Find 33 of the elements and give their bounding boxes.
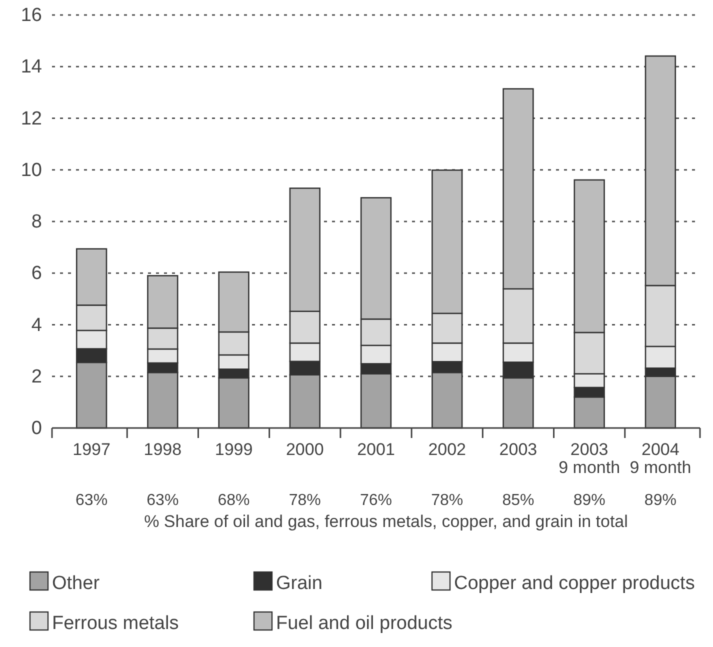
x-tick-label: 2003 9 month: [558, 440, 620, 477]
text: 78%: [288, 492, 321, 509]
text: 78%: [431, 492, 464, 509]
y-tick-label: 4: [31, 314, 42, 336]
x-tick-label: 2001: [357, 440, 395, 459]
legend-label: Ferrous metals: [52, 613, 179, 634]
text: 89%: [644, 492, 676, 509]
text: % Share of oil and gas, ferrous metals, copper, and grain in total: [144, 512, 628, 531]
y-tick-label: 10: [20, 160, 42, 181]
x-tick-label: 2002: [428, 440, 466, 459]
x-tick-label: 2003: [499, 440, 538, 459]
legend-label: Copper and copper products: [454, 573, 695, 594]
y-tick-label: 14: [20, 56, 42, 78]
y-tick-label: 16: [20, 5, 42, 26]
legend-label: Fuel and oil products: [276, 613, 452, 634]
text: 76%: [360, 492, 392, 509]
y-tick-label: 8: [31, 212, 42, 233]
y-tick-label: 0: [31, 418, 42, 440]
text: 89%: [573, 492, 606, 509]
text: 68%: [218, 492, 250, 509]
y-tick-label: 2: [31, 366, 42, 388]
x-tick-label: 2000: [286, 440, 324, 459]
text: 63%: [146, 492, 179, 509]
x-tick-label: 2004 9 month: [630, 440, 692, 477]
text: 85%: [502, 492, 534, 509]
text: 63%: [76, 492, 108, 509]
x-tick-label: 1997: [72, 440, 110, 459]
x-tick-label: 1999: [214, 440, 253, 459]
legend-label: Other: [52, 573, 100, 594]
y-tick-label: 12: [20, 108, 42, 130]
x-tick-label: 1998: [144, 440, 182, 459]
y-tick-label: 6: [31, 263, 42, 284]
legend-label: Grain: [276, 573, 322, 594]
